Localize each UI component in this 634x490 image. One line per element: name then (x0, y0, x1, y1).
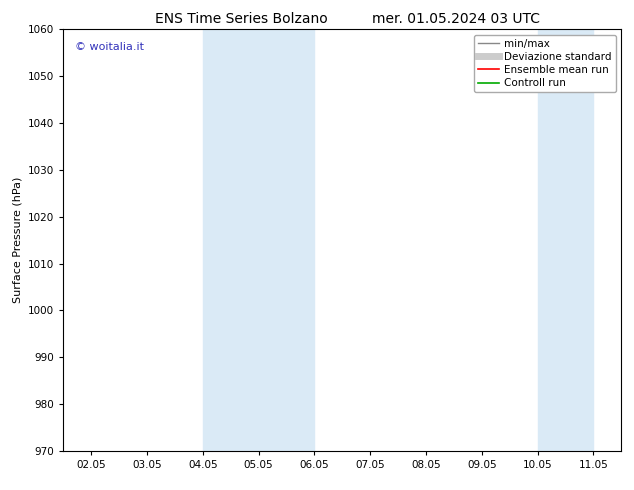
Text: © woitalia.it: © woitalia.it (75, 42, 143, 52)
Y-axis label: Surface Pressure (hPa): Surface Pressure (hPa) (13, 177, 23, 303)
Legend: min/max, Deviazione standard, Ensemble mean run, Controll run: min/max, Deviazione standard, Ensemble m… (474, 35, 616, 92)
Text: mer. 01.05.2024 03 UTC: mer. 01.05.2024 03 UTC (373, 12, 540, 26)
Bar (203, 29, 314, 451)
Text: ENS Time Series Bolzano: ENS Time Series Bolzano (155, 12, 327, 26)
Bar (538, 29, 593, 451)
